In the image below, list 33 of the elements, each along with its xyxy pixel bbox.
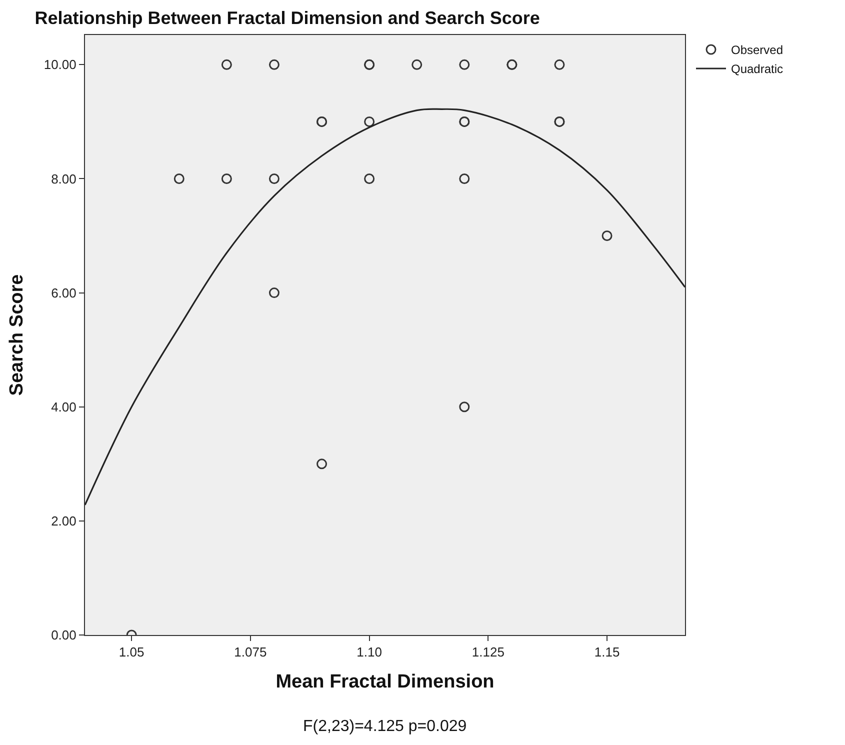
point [364,116,375,127]
y-tick-label: 8.00 [51,171,76,186]
y-tick-label: 2.00 [51,513,76,528]
line-series [85,108,685,506]
point [268,288,280,298]
x-tick-label: 1.10 [356,644,382,660]
point [412,59,422,70]
y-tick-label: 6.00 [51,285,76,300]
y-tick-label: 10.00 [44,57,76,72]
point [268,173,280,184]
x-tick-label: 1.15 [594,644,620,660]
legend-label: Quadratic [731,62,784,76]
point [602,230,612,242]
point [268,59,280,70]
legend-label: Observed [731,43,784,58]
point [554,59,565,70]
x-tick-label: 1.075 [234,644,267,660]
x-tick-label: 1.125 [472,644,504,660]
text: F(2,23)=4.125 p=0.029 [303,718,467,735]
y-axis-title: Search Score [6,274,28,396]
point [459,59,470,70]
point [459,173,470,184]
point [459,402,470,412]
x-tick-label: 1.05 [118,644,144,660]
x-axis-title: Mean Fractal Dimension [276,671,494,692]
point [221,59,232,70]
point [221,173,232,184]
chart-title: Relationship Between Fractal Dimension and Search Score [34,8,540,28]
point [316,458,328,470]
y-tick-label: 4.00 [51,399,76,414]
y-tick-label: 0.00 [51,628,76,643]
point [174,173,184,184]
point [364,173,375,184]
